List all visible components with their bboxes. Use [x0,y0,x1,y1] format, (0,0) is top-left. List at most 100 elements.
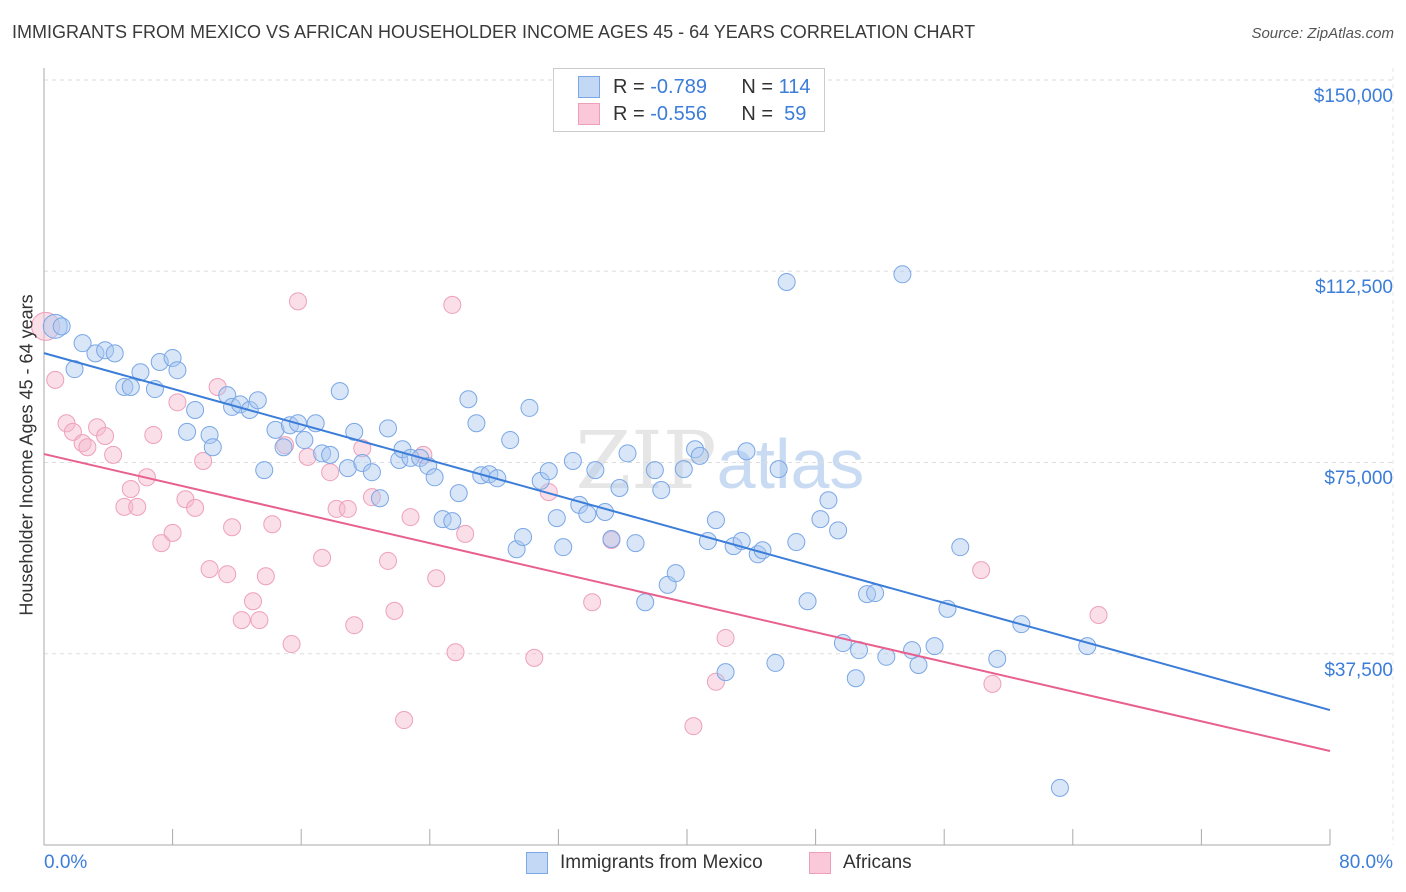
data-point-africans [684,717,703,736]
blue-swatch [526,852,548,874]
data-point-africans [218,565,237,584]
legend-label: Immigrants from Mexico [560,852,763,873]
data-point-mexico [514,527,533,546]
x-tick-label: 80.0% [1339,852,1393,873]
data-point-mexico [345,422,364,441]
data-point-africans [250,611,269,630]
data-point-mexico [951,538,970,557]
data-point-mexico [449,484,468,503]
data-point-africans [282,635,301,654]
x-tick-label: 0.0% [44,852,88,873]
data-point-africans [401,508,420,527]
data-point-mexico [425,468,444,487]
data-point-africans [121,480,140,499]
legend-row-africans: R = -0.556 N = 59 [578,101,806,127]
data-point-mexico [186,400,205,419]
data-point-mexico [52,317,71,336]
data-point-africans [456,524,475,543]
data-point-mexico [1050,778,1069,797]
data-point-africans [395,711,414,730]
pink-swatch [809,852,831,874]
data-point-mexico [618,444,637,463]
data-point-mexico [379,419,398,438]
data-point-mexico [443,512,462,531]
data-point-mexico [706,511,725,530]
data-point-mexico [105,344,124,363]
pink-swatch [578,103,600,125]
data-point-mexico [578,505,597,524]
y-axis-title: Householder Income Ages 45 - 64 years [16,294,37,616]
data-point-mexico [330,382,349,401]
data-point-mexico [988,649,1007,668]
y-tick-label: $150,000 [1313,86,1393,107]
data-point-mexico [115,378,134,397]
stats-legend: R = -0.789 N = 114 R = -0.556 N = 59 [553,68,825,132]
n-value: 114 [778,75,811,98]
data-point-mexico [610,479,629,497]
trend-line-africans [43,453,1331,752]
data-point-mexico [777,272,796,291]
data-point-mexico [168,361,187,380]
data-point-mexico [596,502,615,521]
data-point-africans [345,616,364,635]
data-point-mexico [645,461,664,480]
data-point-mexico [501,431,520,450]
data-point-africans [78,438,97,457]
r-label: R = [613,102,645,125]
data-point-africans [96,426,115,445]
data-point-mexico [467,414,486,433]
data-point-africans [200,560,219,579]
data-point-mexico [248,391,267,410]
watermark: ZIPatlas [576,414,865,507]
legend-item-africans[interactable]: Africans [809,852,912,874]
data-point-mexico [266,420,285,439]
y-tick-label: $37,500 [1324,660,1393,681]
data-point-mexico [274,438,293,457]
data-point-mexico [563,451,582,470]
data-point-africans [525,648,544,667]
blue-swatch [578,76,600,98]
chart-title: IMMIGRANTS FROM MEXICO VS AFRICAN HOUSEH… [12,22,976,42]
data-point-mexico [829,521,848,540]
data-point-mexico [893,265,912,284]
data-point-mexico [539,462,558,481]
data-point-mexico [547,509,566,528]
data-point-africans [144,425,163,444]
y-tick-label: $75,000 [1324,468,1393,489]
n-label: N = [741,75,774,98]
r-value: -0.556 [650,102,707,125]
data-point-africans [194,451,213,470]
source-label: Source: ZipAtlas.com [1251,25,1394,42]
data-point-mexico [766,653,785,672]
data-point-mexico [586,461,605,480]
n-label: N = [741,102,774,125]
r-label: R = [613,75,645,98]
data-point-mexico [626,534,645,553]
data-point-mexico [459,390,478,409]
data-point-africans [1089,605,1108,624]
data-point-africans [256,567,275,586]
legend-row-mexico: R = -0.789 N = 114 [578,74,811,100]
data-point-mexico [121,378,140,397]
data-point-africans [983,674,1002,693]
data-point-mexico [787,533,806,552]
data-point-mexico [295,431,314,450]
data-point-mexico [42,313,68,339]
legend-item-mexico[interactable]: Immigrants from Mexico [526,852,763,874]
trend-line-mexico [43,352,1331,712]
r-value: -0.789 [650,75,707,98]
data-point-mexico [602,530,621,548]
data-point-mexico [674,460,693,479]
data-point-mexico [255,461,274,480]
data-point-africans [379,551,398,570]
data-point-africans [168,393,187,412]
data-point-africans [385,601,404,620]
data-point-africans [31,311,61,341]
data-point-africans [263,515,282,534]
data-point-africans [186,498,205,517]
data-point-africans [972,561,991,580]
data-point-africans [427,569,446,588]
legend-label: Africans [843,852,912,873]
data-point-mexico [769,460,788,479]
data-point-africans [243,592,262,611]
